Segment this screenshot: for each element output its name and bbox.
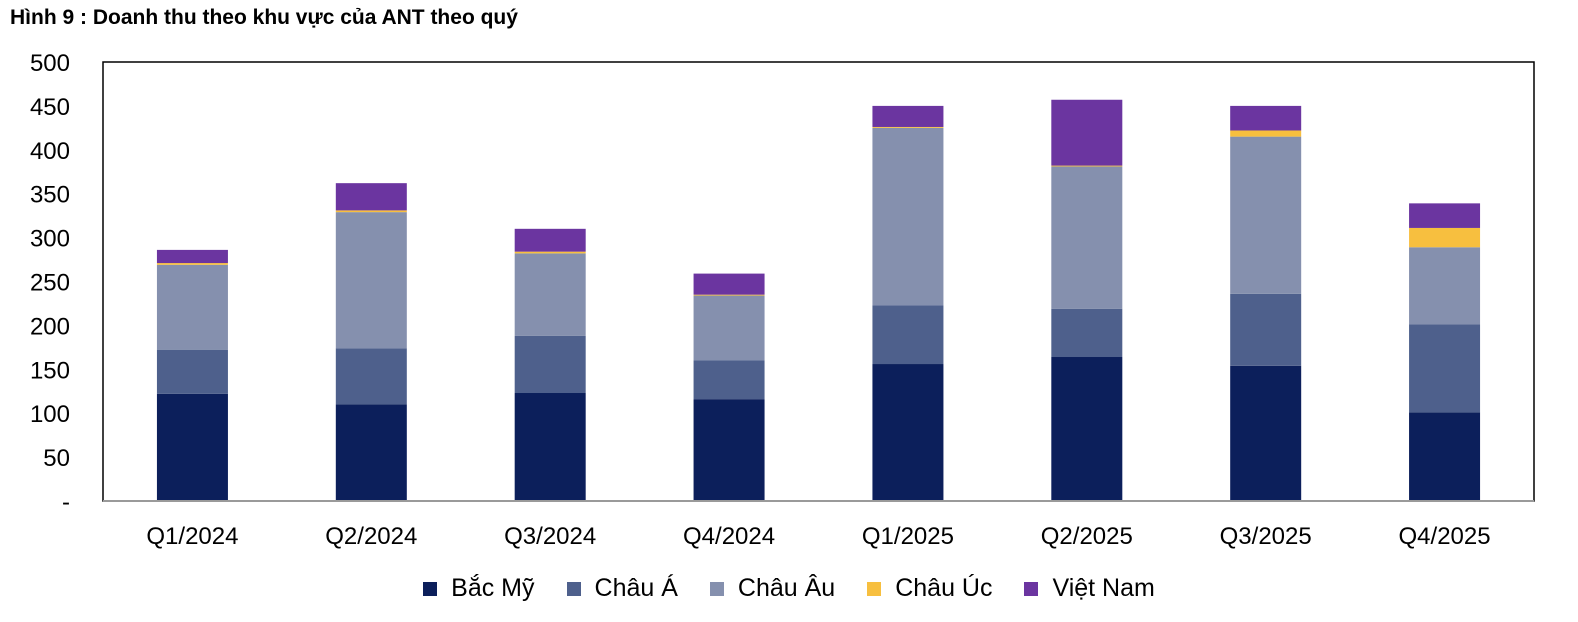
y-tick-label: 100 (30, 401, 70, 428)
bar-segment[interactable] (335, 210, 407, 213)
bar-segment[interactable] (1230, 293, 1302, 366)
y-tick-label: 150 (30, 357, 70, 384)
y-tick-label: 250 (30, 270, 70, 297)
bar-segment[interactable] (156, 393, 228, 501)
bar-segment[interactable] (1051, 357, 1123, 501)
x-tick-label: Q3/2025 (1220, 523, 1312, 550)
bar-segment[interactable] (514, 335, 586, 394)
legend-item[interactable]: Việt Nam (1024, 574, 1155, 603)
bar-segment[interactable] (872, 305, 944, 365)
legend-swatch (709, 581, 724, 596)
bar-segment[interactable] (1230, 136, 1302, 294)
bar-segment[interactable] (514, 393, 586, 501)
bar-segment[interactable] (335, 183, 407, 211)
legend-label: Châu Á (594, 574, 678, 602)
x-tick-label: Q2/2024 (325, 523, 417, 550)
bar-segment[interactable] (514, 228, 586, 252)
bar-segment[interactable] (1051, 308, 1123, 358)
y-tick-label: 200 (30, 313, 70, 340)
x-tick-label: Q4/2024 (683, 523, 775, 550)
legend-swatch (566, 581, 581, 596)
bar-segment[interactable] (1409, 412, 1481, 501)
legend-swatch (867, 581, 882, 596)
bar-segment[interactable] (872, 364, 944, 501)
legend-item[interactable]: Châu Âu (709, 574, 836, 603)
x-tick-label: Q2/2025 (1041, 523, 1133, 550)
bar-segment[interactable] (693, 399, 765, 501)
bar-segment[interactable] (693, 360, 765, 400)
y-tick-label: 450 (30, 94, 70, 121)
y-tick-label: 50 (43, 445, 70, 472)
bar-segment[interactable] (872, 105, 944, 127)
legend-label: Châu Âu (737, 574, 836, 602)
legend-item[interactable]: Châu Á (566, 574, 678, 603)
legend-swatch (1024, 581, 1039, 596)
bar-segment[interactable] (1409, 324, 1481, 413)
x-tick-label: Q1/2025 (862, 523, 954, 550)
bar-segment[interactable] (156, 249, 228, 264)
bar-segment[interactable] (335, 404, 407, 501)
bar-segment[interactable] (693, 294, 765, 296)
legend-swatch (423, 581, 438, 596)
bar-segment[interactable] (514, 253, 586, 336)
legend-label: Châu Úc (895, 574, 993, 602)
bar-segment[interactable] (1409, 203, 1481, 228)
y-tick-label: 500 (30, 50, 70, 77)
figure-title: Hình 9 : Doanh thu theo khu vực của ANT … (10, 6, 518, 29)
plot-frame (102, 61, 1535, 502)
bar-segment[interactable] (514, 251, 586, 254)
bar-segment[interactable] (156, 264, 228, 350)
x-tick-label: Q4/2025 (1399, 523, 1491, 550)
bar-segment[interactable] (1409, 227, 1481, 248)
x-tick-label: Q3/2024 (504, 523, 596, 550)
y-tick-label: 350 (30, 182, 70, 209)
bar-segment[interactable] (1409, 247, 1481, 325)
bar-segment[interactable] (1051, 165, 1123, 167)
bar-segment[interactable] (1051, 166, 1123, 309)
y-tick-label: 300 (30, 226, 70, 253)
legend-item[interactable]: Bắc Mỹ (423, 574, 535, 603)
bar-segment[interactable] (693, 295, 765, 361)
legend-label: Việt Nam (1052, 574, 1155, 602)
y-tick-label: - (62, 489, 70, 516)
bar-segment[interactable] (693, 273, 765, 295)
bar-segment[interactable] (156, 263, 228, 265)
bar-segment[interactable] (1230, 105, 1302, 131)
bar-segment[interactable] (1230, 365, 1302, 501)
bar-segment[interactable] (1230, 130, 1302, 137)
x-tick-label: Q1/2024 (146, 523, 238, 550)
legend-item[interactable]: Châu Úc (867, 574, 992, 603)
y-tick-label: 400 (30, 138, 70, 165)
bar-segment[interactable] (156, 349, 228, 394)
legend-label: Bắc Mỹ (451, 574, 535, 602)
bar-segment[interactable] (872, 126, 944, 128)
bar-segment[interactable] (335, 212, 407, 349)
bar-segment[interactable] (335, 348, 407, 405)
bar-segment[interactable] (1051, 99, 1123, 166)
chart-legend: Bắc Mỹ Châu Á Châu Âu Châu Úc Việt Nam (0, 574, 1578, 603)
bar-segment[interactable] (872, 127, 944, 306)
